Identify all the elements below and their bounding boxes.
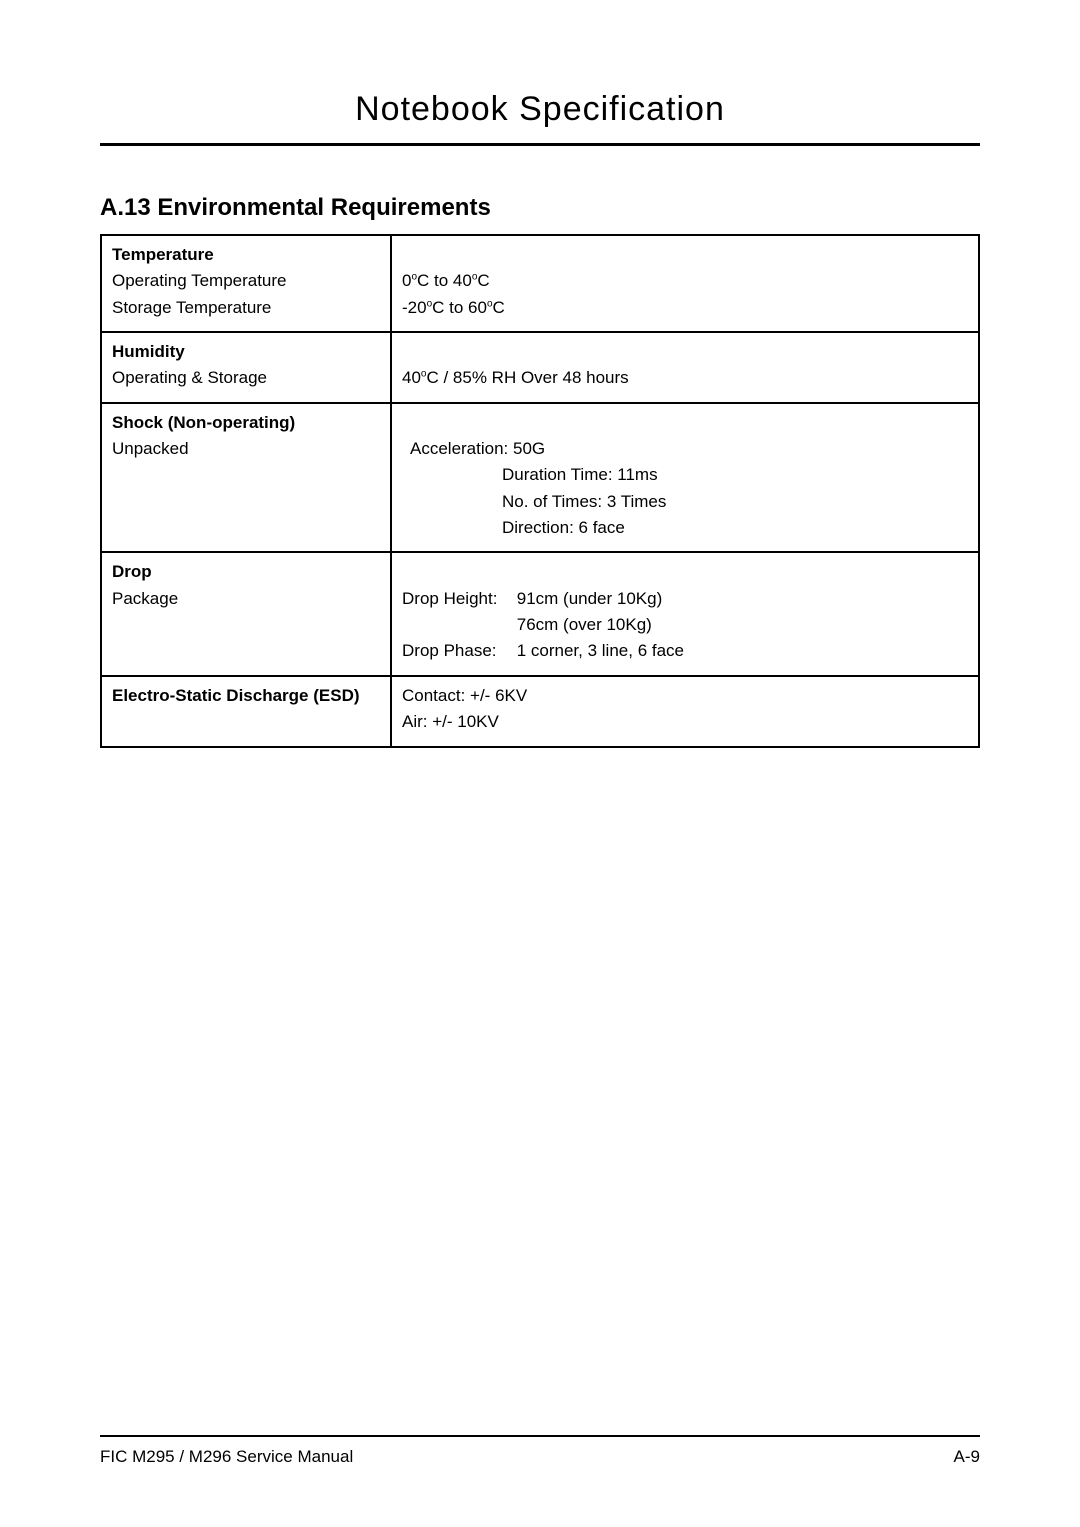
shock-duration: Duration Time: 11ms: [402, 462, 968, 488]
esd-left-cell: Electro-Static Discharge (ESD): [101, 676, 391, 747]
shock-heading: Shock (Non-operating): [112, 410, 380, 436]
humidity-right-cell: 40oC / 85% RH Over 48 hours: [391, 332, 979, 403]
table-row: Drop Package Drop Height: 91cm (under 10…: [101, 552, 979, 675]
footer-rule: [100, 1435, 980, 1437]
esd-heading: Electro-Static Discharge (ESD): [112, 683, 380, 709]
shock-direction: Direction: 6 face: [402, 515, 968, 541]
footer-left: FIC M295 / M296 Service Manual: [100, 1447, 353, 1467]
table-row: Shock (Non-operating) Unpacked Accelerat…: [101, 403, 979, 553]
page-footer: FIC M295 / M296 Service Manual A-9: [100, 1435, 980, 1467]
temp-op-post: C: [477, 271, 489, 290]
humidity-post: C / 85% RH Over 48 hours: [426, 368, 628, 387]
shock-label: Unpacked: [112, 436, 380, 462]
temperature-heading: Temperature: [112, 242, 380, 268]
humidity-left-cell: Humidity Operating & Storage: [101, 332, 391, 403]
temperature-op-value: 0oC to 40oC: [402, 268, 968, 294]
drop-right-cell: Drop Height: 91cm (under 10Kg) 76cm (ove…: [391, 552, 979, 675]
temp-st-post: C: [493, 298, 505, 317]
page: Notebook Specification A.13 Environmenta…: [0, 0, 1080, 1527]
drop-phase-label: Drop Phase:: [402, 638, 512, 664]
footer-row: FIC M295 / M296 Service Manual A-9: [100, 1447, 980, 1467]
humidity-pre: 40: [402, 368, 421, 387]
humidity-value: 40oC / 85% RH Over 48 hours: [402, 365, 968, 391]
drop-height-line-2: 76cm (over 10Kg): [402, 612, 968, 638]
temp-op-mid: C to 40: [417, 271, 472, 290]
shock-right-cell: Acceleration: 50G Duration Time: 11ms No…: [391, 403, 979, 553]
drop-height-line-1: Drop Height: 91cm (under 10Kg): [402, 586, 968, 612]
esd-contact: Contact: +/- 6KV: [402, 683, 968, 709]
table-row: Humidity Operating & Storage 40oC / 85% …: [101, 332, 979, 403]
title-block: Notebook Specification: [100, 90, 980, 146]
section-title: Environmental Requirements: [157, 194, 490, 221]
drop-label: Package: [112, 586, 380, 612]
temperature-storage-value: -20oC to 60oC: [402, 295, 968, 321]
shock-acceleration: Acceleration: 50G: [402, 436, 968, 462]
humidity-label: Operating & Storage: [112, 365, 380, 391]
table-row: Temperature Operating Temperature Storag…: [101, 235, 979, 332]
table-row: Electro-Static Discharge (ESD) Contact: …: [101, 676, 979, 747]
drop-phase-value: 1 corner, 3 line, 6 face: [517, 641, 684, 660]
temperature-op-label: Operating Temperature: [112, 268, 380, 294]
drop-phase-line: Drop Phase: 1 corner, 3 line, 6 face: [402, 638, 968, 664]
drop-height-1: 91cm (under 10Kg): [517, 589, 663, 608]
drop-height-2: 76cm (over 10Kg): [517, 615, 652, 634]
spec-table: Temperature Operating Temperature Storag…: [100, 234, 980, 748]
temp-st-pre: -20: [402, 298, 427, 317]
drop-left-cell: Drop Package: [101, 552, 391, 675]
section-number: A.13: [100, 194, 151, 221]
shock-times: No. of Times: 3 Times: [402, 489, 968, 515]
temperature-left-cell: Temperature Operating Temperature Storag…: [101, 235, 391, 332]
esd-right-cell: Contact: +/- 6KV Air: +/- 10KV: [391, 676, 979, 747]
esd-air: Air: +/- 10KV: [402, 709, 968, 735]
temperature-right-cell: 0oC to 40oC -20oC to 60oC: [391, 235, 979, 332]
drop-heading: Drop: [112, 559, 380, 585]
title-rule: [100, 143, 980, 146]
temperature-storage-label: Storage Temperature: [112, 295, 380, 321]
footer-right: A-9: [954, 1447, 980, 1467]
document-title: Notebook Specification: [100, 90, 980, 129]
humidity-heading: Humidity: [112, 339, 380, 365]
temp-st-mid: C to 60: [432, 298, 487, 317]
shock-left-cell: Shock (Non-operating) Unpacked: [101, 403, 391, 553]
drop-height-label: Drop Height:: [402, 586, 512, 612]
section-heading: A.13 Environmental Requirements: [100, 194, 980, 222]
